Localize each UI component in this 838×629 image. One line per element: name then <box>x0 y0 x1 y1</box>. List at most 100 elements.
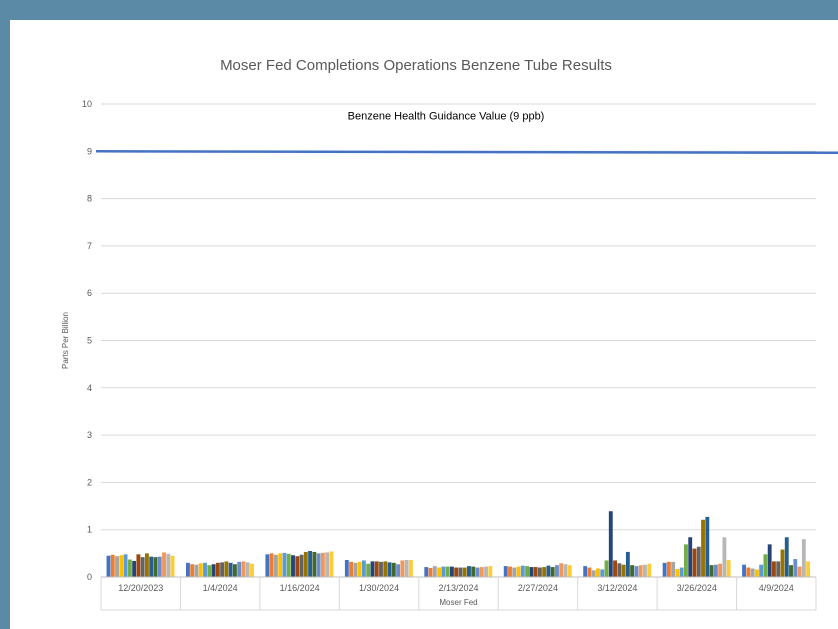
bar <box>220 562 225 577</box>
bar <box>144 553 149 577</box>
bar <box>542 567 547 577</box>
bar <box>688 537 693 577</box>
bar <box>110 554 115 577</box>
bar <box>325 552 330 577</box>
bar <box>701 519 705 577</box>
bar <box>166 553 171 577</box>
bar <box>408 559 413 577</box>
bar <box>198 563 203 577</box>
bar <box>789 565 793 577</box>
bar <box>458 567 463 577</box>
x-tick-label: 4/9/2024 <box>759 583 794 593</box>
bar <box>634 566 639 577</box>
bar <box>647 563 652 577</box>
bar <box>555 565 559 577</box>
bar <box>671 561 676 577</box>
bar <box>512 567 517 577</box>
bar <box>127 559 132 577</box>
bar <box>123 554 128 577</box>
bar <box>484 566 488 577</box>
bar <box>211 564 216 577</box>
bar <box>207 565 212 577</box>
bar <box>537 567 542 577</box>
x-tick-label: 2/13/2024 <box>438 583 478 593</box>
benzene-chart: Moser Fed Completions Operations Benzene… <box>61 57 838 611</box>
bar <box>550 567 555 577</box>
guidance-line-label: Benzene Health Guidance Value (9 ppb) <box>348 110 545 122</box>
bar <box>529 567 534 577</box>
bar <box>767 544 772 577</box>
bar <box>186 562 190 577</box>
bar <box>503 566 508 577</box>
bar <box>625 551 630 577</box>
bar-series <box>106 511 811 577</box>
x-tick-label: 2/27/2024 <box>518 583 558 593</box>
x-tick-label: 1/16/2024 <box>280 583 320 593</box>
y-tick-label: 3 <box>87 430 92 440</box>
bar <box>742 564 746 577</box>
bar <box>467 566 471 577</box>
bar <box>713 564 718 577</box>
bar <box>241 561 246 577</box>
x-axis-label: Moser Fed <box>439 598 477 607</box>
bar <box>617 563 622 577</box>
bar <box>793 559 798 577</box>
chart-panel: Moser Fed Completions Operations Benzene… <box>10 20 838 629</box>
bar <box>662 562 667 577</box>
bar <box>772 561 776 577</box>
bar <box>329 551 334 577</box>
x-tick-label: 1/30/2024 <box>359 583 399 593</box>
bar <box>705 516 710 577</box>
bar <box>709 565 714 577</box>
bar <box>516 566 521 577</box>
bar <box>759 564 764 577</box>
y-tick-label: 0 <box>87 572 92 582</box>
y-tick-label: 7 <box>87 241 92 251</box>
bar <box>203 562 207 577</box>
bar <box>162 552 166 577</box>
bar <box>282 552 287 577</box>
bar <box>404 559 409 577</box>
bar <box>149 556 154 577</box>
chart-title: Moser Fed Completions Operations Benzene… <box>220 57 612 74</box>
y-tick-label: 2 <box>87 477 92 487</box>
bar <box>432 566 437 577</box>
bar <box>387 562 392 577</box>
bar <box>106 555 111 577</box>
bar <box>754 569 759 577</box>
bar <box>361 560 366 577</box>
bar <box>546 565 551 577</box>
bar <box>449 566 454 577</box>
bar <box>726 559 731 577</box>
bar <box>250 563 254 577</box>
x-tick-label: 12/20/2023 <box>118 583 163 593</box>
bar <box>132 560 137 577</box>
bar <box>437 567 442 577</box>
bar <box>471 566 476 577</box>
bar <box>269 553 274 577</box>
bar <box>299 554 304 577</box>
y-tick-label: 9 <box>87 146 92 156</box>
bar <box>136 554 141 577</box>
bar <box>374 561 379 577</box>
bar <box>722 537 727 577</box>
bar <box>780 549 785 577</box>
bar <box>357 561 362 577</box>
bar <box>675 568 680 577</box>
x-tick-label: 3/12/2024 <box>597 583 637 593</box>
bar <box>308 550 313 577</box>
bar <box>454 567 459 577</box>
bar <box>596 568 600 577</box>
bar <box>190 564 195 577</box>
bar <box>587 567 592 577</box>
bar <box>273 554 278 577</box>
bar <box>613 560 617 577</box>
bar <box>525 566 530 577</box>
bar <box>441 566 446 577</box>
bar <box>666 561 671 577</box>
bar <box>445 566 450 577</box>
bar <box>312 551 317 577</box>
bar <box>801 539 806 577</box>
bar <box>746 567 751 577</box>
bar <box>462 567 467 577</box>
